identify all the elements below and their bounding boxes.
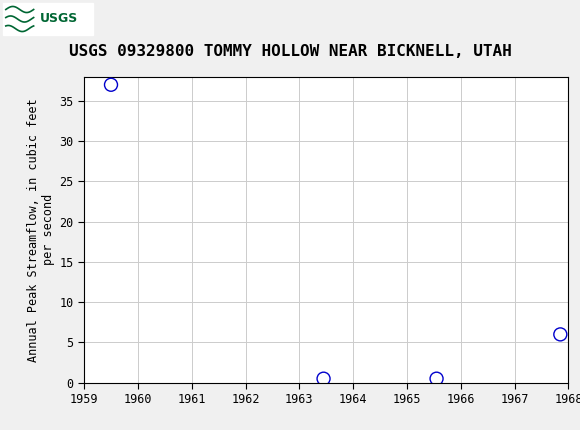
Text: USGS: USGS (39, 12, 78, 25)
Point (556, 331, 565, 338)
Point (319, 375, 328, 382)
Bar (3, 3, 93, 35)
Point (432, 375, 441, 382)
Text: USGS 09329800 TOMMY HOLLOW NEAR BICKNELL, UTAH: USGS 09329800 TOMMY HOLLOW NEAR BICKNELL… (68, 44, 512, 59)
Point (106, 81, 115, 88)
Y-axis label: Annual Peak Streamflow, in cubic feet
per second: Annual Peak Streamflow, in cubic feet pe… (27, 98, 55, 362)
